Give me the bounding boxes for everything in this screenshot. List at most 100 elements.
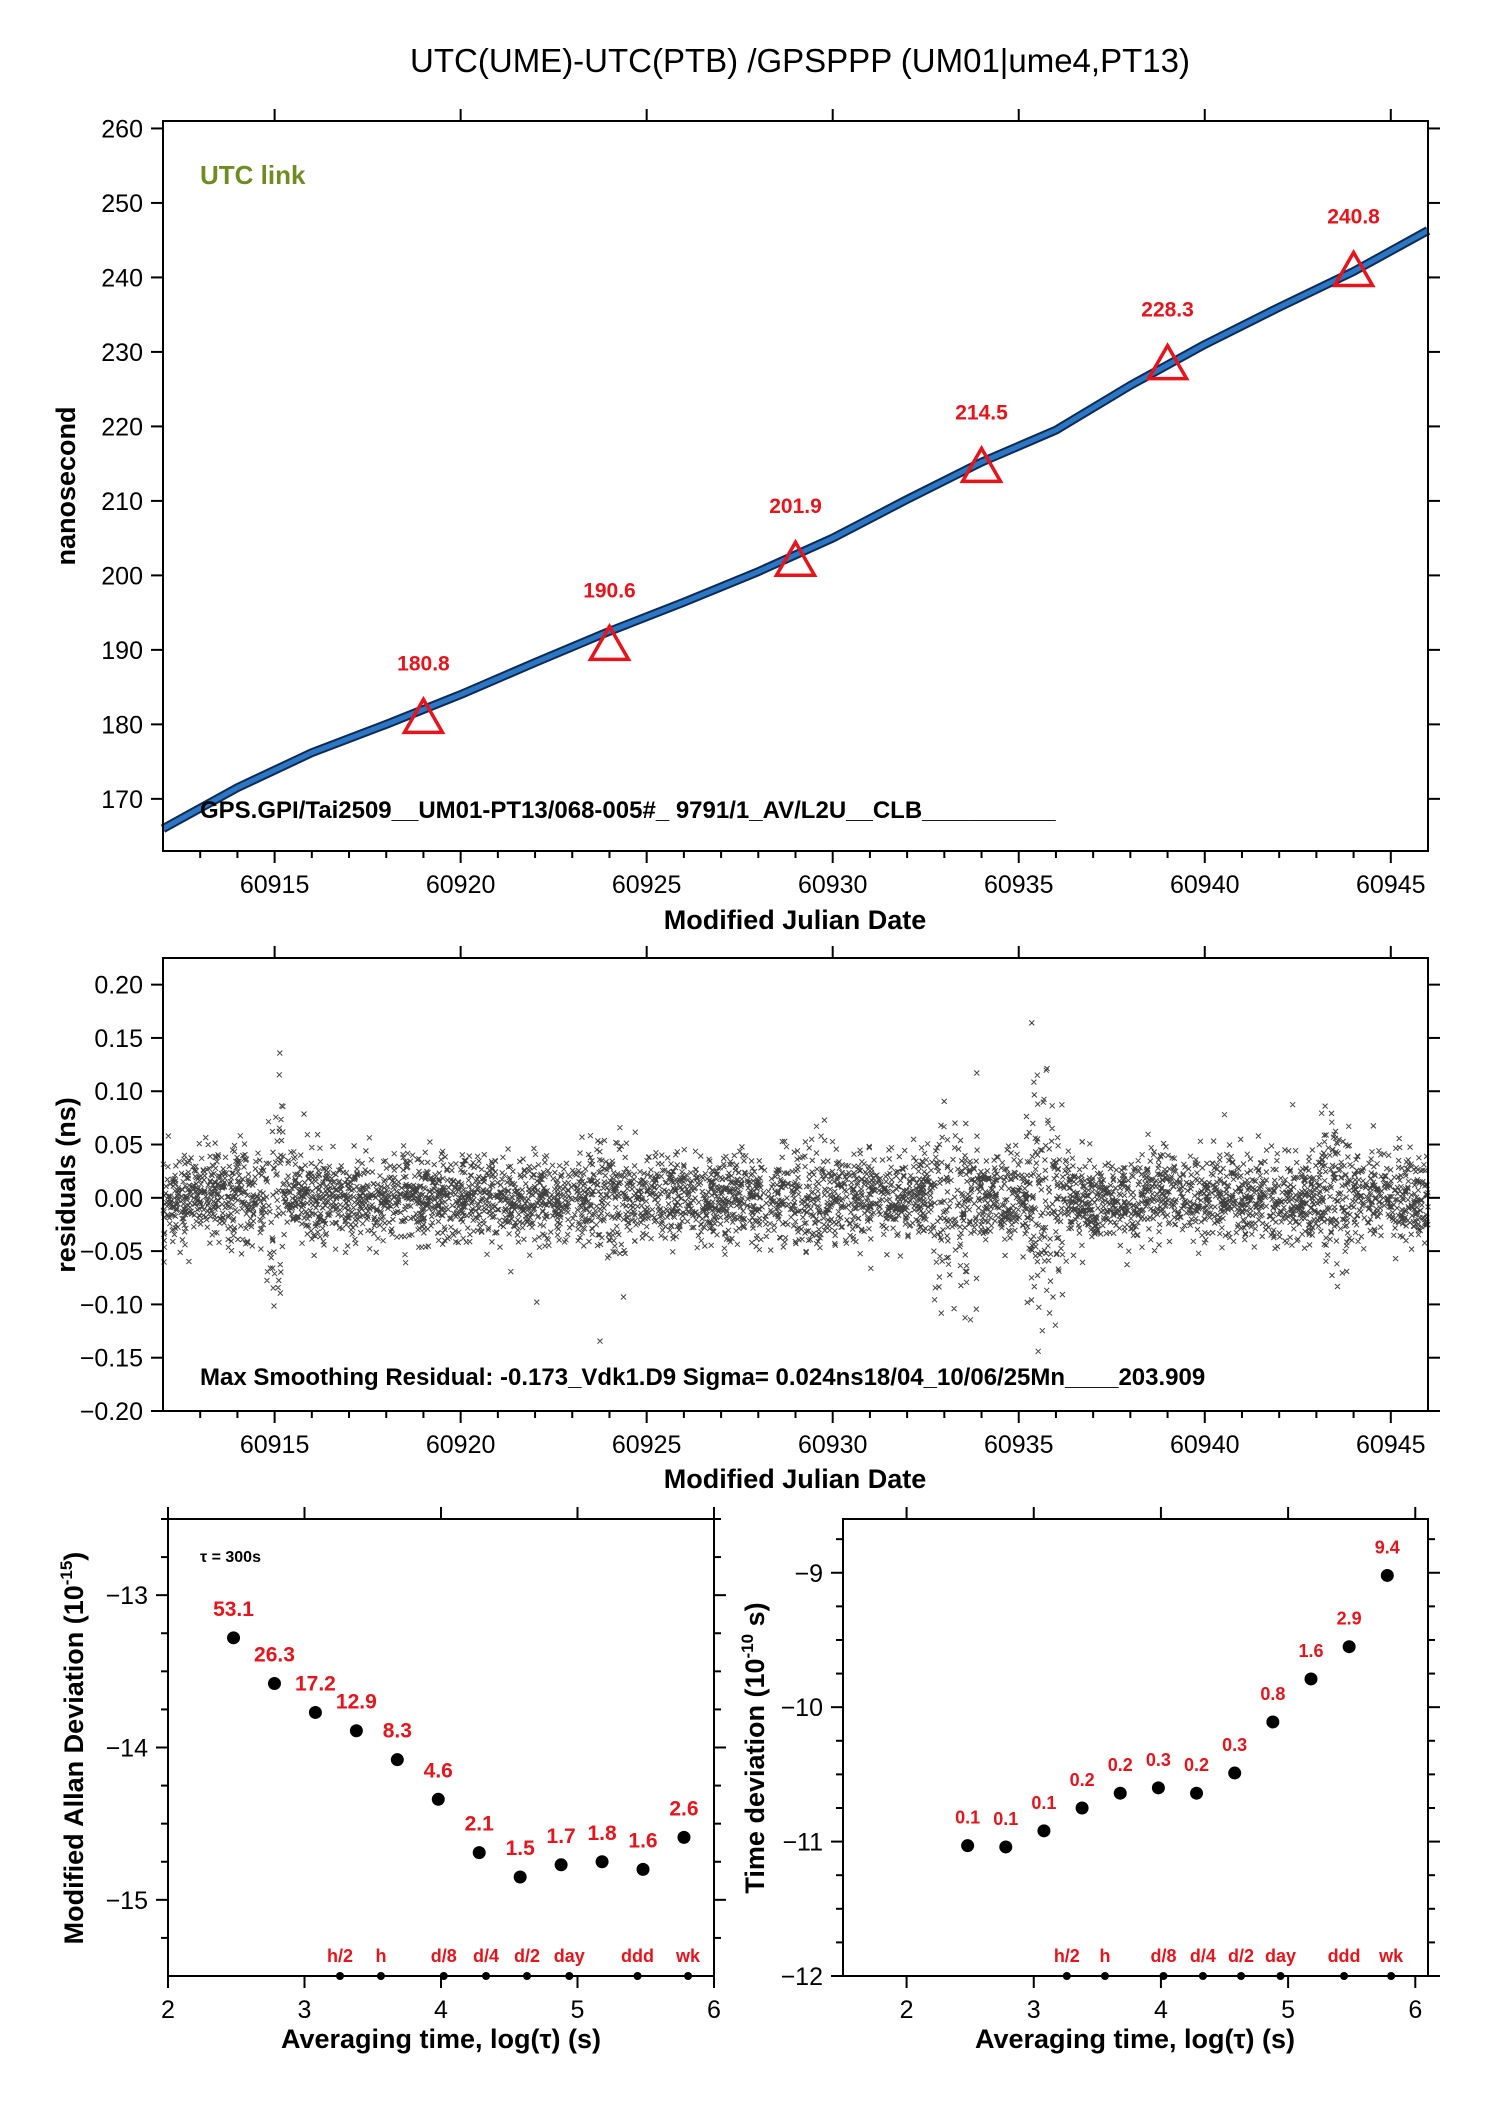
tdev-ref-label: d/8: [1150, 1946, 1176, 1966]
link-marker-triangle: [773, 538, 818, 577]
tdev-marks: 2 3 4 5 6 −12 −11 −10 −9 0.1 0.1 0.1 0.2 0.2 0.3 0.2 0.3…: [781, 1507, 1440, 2024]
tdev-y-label-exponent: -10: [738, 1634, 757, 1659]
tdev-point-label: 0.3: [1222, 1735, 1247, 1755]
tdev-point-label: 0.3: [1146, 1750, 1171, 1770]
residuals-footer: Max Smoothing Residual: -0.173_Vdk1.D9 S…: [200, 1364, 1205, 1391]
mdev-x-tick-label: 5: [571, 1996, 585, 2024]
residuals-y-tick-label: −0.20: [80, 1398, 143, 1426]
tdev-y-tick-label: −12: [781, 1963, 823, 1991]
link-marker-label: 228.3: [1141, 299, 1194, 322]
residuals-x-axis-label: Modified Julian Date: [664, 1464, 927, 1494]
residuals-y-axis-label: residuals (ns): [51, 1097, 81, 1273]
mdev-plot-frame: [167, 1518, 715, 1977]
residuals-y-tick-label: −0.15: [80, 1345, 143, 1373]
mdev-point-label: 26.3: [254, 1644, 295, 1667]
tdev-point-label: 0.1: [1031, 1793, 1056, 1813]
mdev-x-tick-label: 6: [707, 1996, 721, 2024]
residuals-y-tick-label: 0.15: [94, 1025, 143, 1053]
link-marks: 60915 60920 60925 60930 60935 60940 60945 170 18…: [101, 109, 1440, 899]
link-x-tick-label: 60930: [798, 871, 868, 899]
mdev-x-tick-label: 4: [434, 1996, 448, 2024]
tdev-x-tick-label: 4: [1154, 1996, 1168, 2024]
tdev-y-tick-label: −10: [781, 1694, 823, 1722]
residuals-x-tick-label: 60935: [984, 1431, 1054, 1459]
mdev-y-label-main: Modified Allan Deviation (10: [59, 1585, 89, 1944]
mdev-point-label: 1.6: [628, 1829, 657, 1852]
tdev-x-axis-label: Averaging time, log(τ) (s): [975, 2024, 1295, 2054]
mdev-point: [349, 1724, 363, 1738]
residual-marks: 60915 60920 60925 60930 60935 60940 60945 −0.20…: [80, 946, 1440, 1459]
tdev-point-label: 1.6: [1298, 1641, 1323, 1661]
link-marker-triangle: [587, 622, 632, 662]
link-y-tick-label: 180: [101, 711, 143, 739]
link-y-tick-label: 260: [101, 115, 143, 143]
link-x-tick-label: 60940: [1170, 871, 1240, 899]
tdev-point-label: 0.8: [1260, 1684, 1285, 1704]
tdev-y-label-tail: s): [740, 1602, 770, 1634]
mdev-x-tick-label: 2: [161, 1996, 175, 2024]
mdev-ref-label: h/2: [327, 1946, 353, 1966]
mdev-ref-label: day: [554, 1946, 585, 1966]
tdev-ref-label: h/2: [1054, 1946, 1080, 1966]
tdev-point: [1190, 1786, 1204, 1800]
link-x-axis-label: Modified Julian Date: [664, 905, 927, 935]
mdev-point: [267, 1677, 281, 1691]
mdev-point-label: 2.6: [669, 1797, 698, 1820]
link-y-tick-label: 230: [101, 339, 143, 367]
link-chart: 60915 60920 60925 60930 60935 60940 60945 170 18…: [51, 109, 1440, 935]
link-y-tick-label: 220: [101, 413, 143, 441]
tdev-y-tick-label: −9: [794, 1560, 823, 1588]
mdev-ref-label: d/4: [473, 1946, 499, 1966]
tdev-point: [1304, 1672, 1318, 1686]
mdev-point: [308, 1705, 322, 1719]
tdev-plot-frame: [842, 1518, 1429, 1977]
tdev-y-axis-label: Time deviation (10-10 s): [738, 1602, 770, 1893]
mdev-point: [431, 1792, 445, 1806]
mdev-point-label: 4.6: [424, 1759, 453, 1782]
tdev-point: [1075, 1801, 1089, 1815]
mdev-point-label: 53.1: [213, 1598, 254, 1621]
tdev-ref-label: day: [1265, 1946, 1296, 1966]
tdev-point: [1113, 1786, 1127, 1800]
residuals-x-tick-label: 60945: [1356, 1431, 1426, 1459]
tdev-point-label: 2.9: [1337, 1609, 1362, 1629]
mdev-marks: 2 3 4 5 6 −15 −14 −13 53.126.317.212.9 8.3 4.6 2.1 1…: [106, 1507, 726, 2024]
residuals-y-tick-label: −0.05: [80, 1238, 143, 1266]
mdev-point-label: 8.3: [383, 1720, 412, 1743]
link-corner-label: UTC link: [200, 160, 306, 190]
tdev-ref-label: ddd: [1328, 1946, 1361, 1966]
link-y-tick-label: 200: [101, 562, 143, 590]
residuals-x-tick-label: 60925: [612, 1431, 682, 1459]
mdev-point: [636, 1862, 650, 1876]
link-y-tick-label: 190: [101, 637, 143, 665]
tdev-point: [1037, 1824, 1051, 1838]
mdev-ref-label: ddd: [621, 1946, 654, 1966]
link-y-tick-label: 250: [101, 190, 143, 218]
mdev-point: [677, 1830, 691, 1844]
link-marker-triangle: [401, 695, 446, 735]
link-series-line: [161, 228, 1430, 831]
tdev-point: [1342, 1640, 1356, 1654]
residuals-plot-frame: [162, 957, 1429, 1412]
mdev-point-label: 1.8: [587, 1822, 617, 1845]
residuals-y-tick-label: −0.10: [80, 1291, 143, 1319]
mdev-point-label: 12.9: [336, 1691, 377, 1714]
mdev-y-tick-label: −14: [106, 1735, 149, 1763]
residuals-y-tick-label: 0.05: [94, 1132, 143, 1160]
mdev-y-axis-label: Modified Allan Deviation (10-15): [57, 1552, 89, 1945]
tdev-point: [999, 1840, 1013, 1854]
tdev-x-tick-label: 5: [1281, 1996, 1295, 2024]
mdev-y-label-tail: ): [59, 1552, 89, 1561]
mdev-y-tick-label: −13: [106, 1582, 148, 1610]
link-y-tick-label: 240: [101, 264, 143, 292]
link-plot-frame: [162, 120, 1429, 852]
main-title: UTC(UME)-UTC(PTB) /GPSPPP (UM01|ume4,PT1…: [410, 42, 1190, 79]
link-x-tick-label: 60920: [426, 871, 496, 899]
link-y-tick-label: 210: [101, 488, 143, 516]
tdev-point: [1228, 1766, 1242, 1780]
tdev-point-label: 0.2: [1184, 1755, 1209, 1775]
tdev-x-tick-label: 2: [900, 1996, 914, 2024]
tdev-point-label: 0.2: [1108, 1755, 1133, 1775]
link-y-axis-label: nanosecond: [51, 406, 81, 565]
mdev-point: [595, 1855, 609, 1869]
